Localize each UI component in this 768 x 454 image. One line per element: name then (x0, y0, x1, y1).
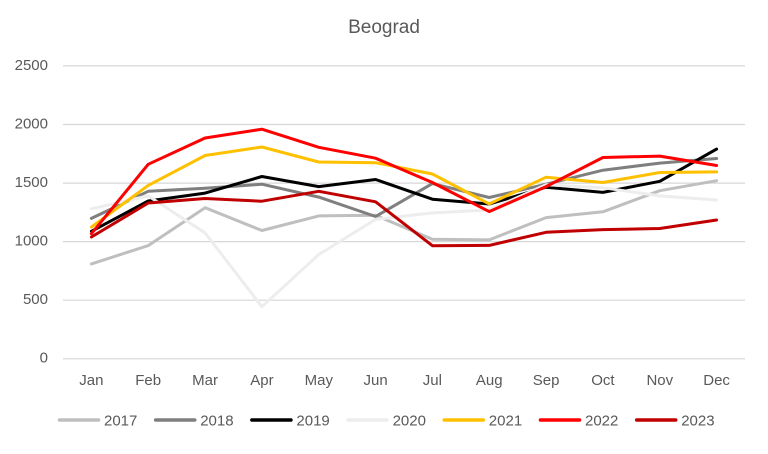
svg-text:2021: 2021 (489, 413, 522, 430)
svg-text:Nov: Nov (646, 372, 673, 389)
svg-text:Dec: Dec (703, 372, 730, 389)
svg-text:Jan: Jan (79, 372, 103, 389)
svg-text:2500: 2500 (15, 57, 48, 74)
svg-text:Sep: Sep (533, 372, 560, 389)
svg-text:500: 500 (23, 291, 48, 308)
svg-text:2019: 2019 (296, 413, 329, 430)
svg-text:Jun: Jun (364, 372, 388, 389)
svg-text:2022: 2022 (585, 413, 618, 430)
svg-text:1500: 1500 (15, 174, 48, 191)
svg-text:Jul: Jul (423, 372, 442, 389)
svg-text:2018: 2018 (200, 413, 233, 430)
svg-text:0: 0 (40, 350, 48, 367)
svg-text:2017: 2017 (104, 413, 137, 430)
svg-text:Feb: Feb (135, 372, 161, 389)
svg-text:Beograd: Beograd (348, 17, 420, 38)
svg-text:May: May (305, 372, 334, 389)
svg-text:1000: 1000 (15, 233, 48, 250)
svg-text:Oct: Oct (591, 372, 615, 389)
svg-text:2020: 2020 (393, 413, 426, 430)
svg-text:2000: 2000 (15, 115, 48, 132)
svg-text:Apr: Apr (250, 372, 273, 389)
svg-text:Mar: Mar (192, 372, 218, 389)
svg-text:Aug: Aug (476, 372, 503, 389)
svg-text:2023: 2023 (681, 413, 714, 430)
